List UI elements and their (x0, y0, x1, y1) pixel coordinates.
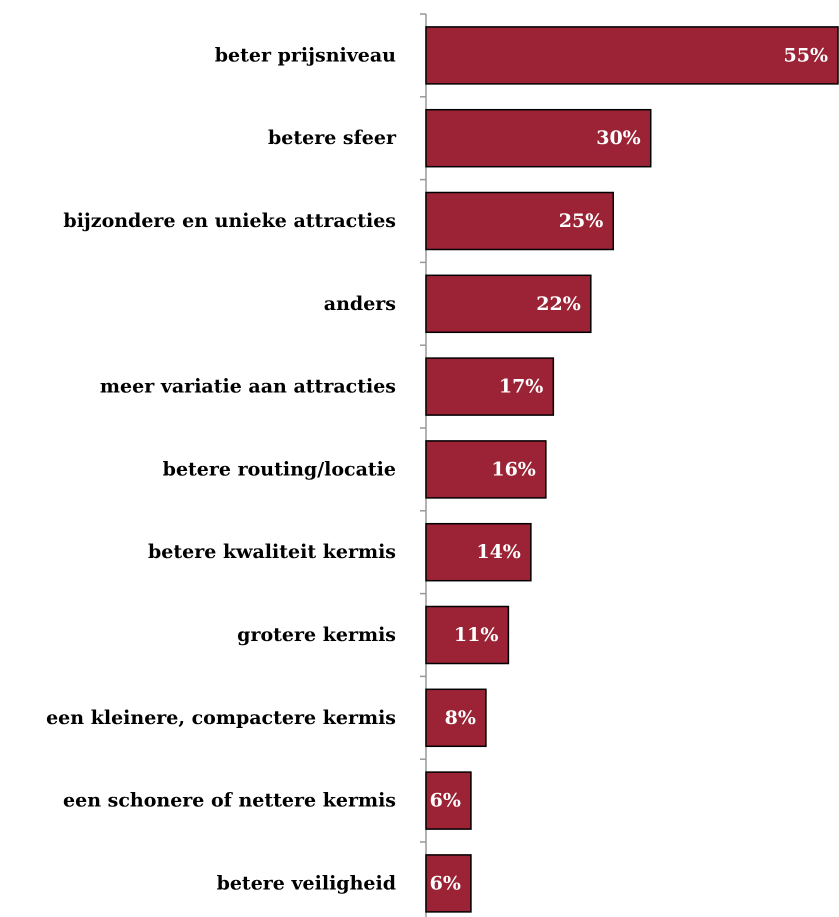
value-label: 8% (445, 707, 476, 729)
bar (425, 771, 472, 830)
value-label: 14% (476, 541, 521, 563)
bar (425, 357, 555, 416)
bar (425, 605, 510, 665)
bar (425, 688, 487, 748)
category-label: betere routing/locatie (163, 458, 396, 480)
category-label: grotere kermis (237, 624, 396, 646)
value-label: 17% (499, 376, 544, 398)
category-label: anders (324, 293, 396, 315)
bar (425, 26, 839, 85)
category-label: een kleinere, compactere kermis (46, 707, 396, 729)
bar-layer (425, 26, 839, 913)
value-label: 30% (596, 127, 641, 149)
value-label: 22% (536, 293, 581, 315)
bar (425, 191, 615, 251)
value-label: 25% (559, 210, 604, 232)
bar (425, 108, 652, 168)
category-label: betere kwaliteit kermis (148, 541, 396, 563)
category-label: bijzondere en unieke attracties (63, 210, 396, 232)
bar (425, 522, 532, 582)
category-label: beter prijsniveau (215, 44, 396, 66)
value-label: 55% (784, 44, 829, 66)
bar (425, 440, 547, 499)
value-label: 16% (491, 458, 536, 480)
value-label: 6% (430, 790, 461, 812)
value-label: 6% (430, 872, 461, 894)
value-label: 11% (454, 624, 499, 646)
category-label: een schonere of nettere kermis (63, 790, 396, 812)
bar (425, 854, 472, 913)
axis-layer (420, 13, 427, 917)
bar (425, 274, 592, 334)
category-label: meer variatie aan attracties (100, 376, 396, 398)
category-label: betere veiligheid (217, 872, 396, 894)
category-label: betere sfeer (268, 127, 397, 149)
label-layer: beter prijsniveau 55% betere sfeer 30% bijzo… (46, 44, 828, 894)
